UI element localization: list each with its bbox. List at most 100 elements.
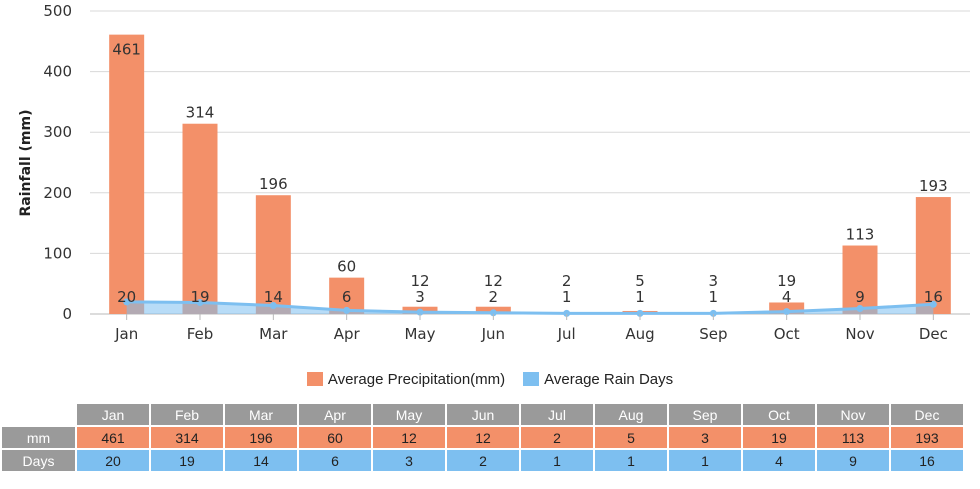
- table-row-mm: mm 461 314 196 60 12 12 2 5 3 19 113 193: [2, 427, 963, 448]
- y-axis-ticks: 0 100 200 300 400 500: [43, 2, 72, 323]
- rain-days-point-may: [416, 308, 424, 316]
- legend-label-rain-days: Average Rain Days: [544, 370, 674, 388]
- legend-item-precipitation[interactable]: Average Precipitation(mm): [306, 370, 506, 388]
- y-axis-label: Rainfall (mm): [18, 110, 34, 217]
- table-header-dec: Dec: [891, 404, 963, 425]
- rain-days-label-aug: 1: [635, 288, 645, 306]
- bar-label-jan: 461: [112, 41, 141, 59]
- rain-days-point-sep: [709, 309, 717, 317]
- table-cell-mm-mar: 196: [225, 427, 297, 448]
- y-tick-label-0: 0: [62, 305, 72, 323]
- table-cell-days-dec: 16: [891, 450, 963, 471]
- table-cell-days-oct: 4: [743, 450, 815, 471]
- table-cell-mm-nov: 113: [817, 427, 889, 448]
- x-tick-label-jul: Jul: [557, 325, 576, 343]
- legend-item-rain-days[interactable]: Average Rain Days: [523, 371, 673, 388]
- table-header-feb: Feb: [151, 404, 223, 425]
- x-tick-label-jun: Jun: [481, 325, 505, 343]
- x-tick-label-mar: Mar: [259, 325, 288, 343]
- row-label-days: Days: [2, 450, 75, 471]
- grid-lines: [90, 10, 970, 315]
- x-axis-ticks: Jan Feb Mar Apr May Jun Jul Aug Sep Oct Nov Dec: [114, 314, 948, 343]
- bar-label-sep: 3: [709, 272, 719, 290]
- row-label-mm: mm: [2, 427, 75, 448]
- table-header-jun: Jun: [447, 404, 519, 425]
- x-tick-label-dec: Dec: [919, 325, 948, 343]
- y-tick-label-500: 500: [43, 2, 72, 20]
- table-cell-days-jun: 2: [447, 450, 519, 471]
- bar-feb: [182, 123, 218, 314]
- table-cell-mm-aug: 5: [595, 427, 667, 448]
- rain-days-point-jun: [489, 309, 497, 317]
- table-cell-mm-jul: 2: [521, 427, 593, 448]
- table-cell-days-feb: 19: [151, 450, 223, 471]
- rain-days-point-aug: [636, 309, 644, 317]
- legend-swatch-precipitation: [306, 372, 323, 386]
- rain-days-area-fill: [126, 301, 934, 314]
- y-tick-label-200: 200: [43, 184, 72, 202]
- table-cell-days-jan: 20: [77, 450, 149, 471]
- rain-days-label-feb: 19: [190, 288, 209, 306]
- legend: Average Precipitation(mm) Average Rain D…: [0, 368, 980, 390]
- data-labels: 4612031419196146061231222151311941139193…: [112, 41, 947, 306]
- x-tick-label-nov: Nov: [845, 325, 874, 343]
- bar-label-jun: 12: [484, 272, 503, 290]
- table-cell-days-aug: 1: [595, 450, 667, 471]
- table-cell-mm-dec: 193: [891, 427, 963, 448]
- table-row-days: Days 20 19 14 6 3 2 1 1 1 4 9 16: [2, 450, 963, 471]
- table-header-sep: Sep: [669, 404, 741, 425]
- rain-days-label-nov: 9: [855, 288, 865, 306]
- rain-days-label-may: 3: [415, 288, 425, 306]
- x-tick-label-aug: Aug: [625, 325, 654, 343]
- table-header-nov: Nov: [817, 404, 889, 425]
- bar-dec: [915, 197, 951, 314]
- table-header-row: Jan Feb Mar Apr May Jun Jul Aug Sep Oct Nov Dec: [2, 404, 963, 425]
- bar-jan: [109, 34, 145, 314]
- rain-days-line: [126, 300, 934, 315]
- table-cell-days-mar: 14: [225, 450, 297, 471]
- table-cell-days-apr: 6: [299, 450, 371, 471]
- rain-days-label-jan: 20: [117, 288, 136, 306]
- table-header-may: May: [373, 404, 445, 425]
- table-corner: [2, 404, 75, 425]
- legend-swatch-rain-days: [523, 372, 540, 386]
- rain-days-point-nov: [856, 305, 864, 313]
- x-tick-label-jan: Jan: [114, 325, 138, 343]
- x-tick-label-sep: Sep: [699, 325, 727, 343]
- rain-days-label-oct: 4: [782, 288, 792, 306]
- table-cell-mm-oct: 19: [743, 427, 815, 448]
- rain-days-label-apr: 6: [342, 288, 352, 306]
- bar-label-mar: 196: [259, 175, 288, 193]
- bar-label-jul: 2: [562, 272, 572, 290]
- rain-days-label-jul: 1: [562, 288, 572, 306]
- table-cell-mm-may: 12: [373, 427, 445, 448]
- bar-label-nov: 113: [846, 226, 875, 244]
- bar-label-may: 12: [410, 272, 429, 290]
- table-cell-days-nov: 9: [817, 450, 889, 471]
- rain-days-area: [123, 298, 937, 317]
- table-cell-mm-sep: 3: [669, 427, 741, 448]
- rain-days-label-mar: 14: [264, 288, 283, 306]
- legend-label-precipitation: Average Precipitation(mm): [327, 370, 506, 388]
- table-header-oct: Oct: [743, 404, 815, 425]
- rain-days-point-jul: [563, 309, 571, 317]
- rain-days-label-sep: 1: [709, 288, 719, 306]
- bar-label-apr: 60: [337, 258, 356, 276]
- bar-label-aug: 5: [635, 272, 645, 290]
- rain-days-point-mar: [269, 302, 277, 310]
- rain-days-point-feb: [196, 298, 204, 306]
- x-tick-label-may: May: [404, 325, 435, 343]
- rain-days-point-apr: [343, 306, 351, 314]
- rain-days-point-jan: [123, 298, 131, 306]
- rainfall-data-table: Jan Feb Mar Apr May Jun Jul Aug Sep Oct Nov Dec mm …: [0, 402, 965, 473]
- precipitation-bars: [109, 34, 951, 314]
- rain-days-label-jun: 2: [489, 288, 499, 306]
- table-header-mar: Mar: [225, 404, 297, 425]
- y-tick-label-400: 400: [43, 63, 72, 81]
- x-tick-label-oct: Oct: [774, 325, 800, 343]
- table-cell-mm-apr: 60: [299, 427, 371, 448]
- table-cell-mm-jun: 12: [447, 427, 519, 448]
- table-cell-days-sep: 1: [669, 450, 741, 471]
- bar-label-dec: 193: [919, 177, 948, 195]
